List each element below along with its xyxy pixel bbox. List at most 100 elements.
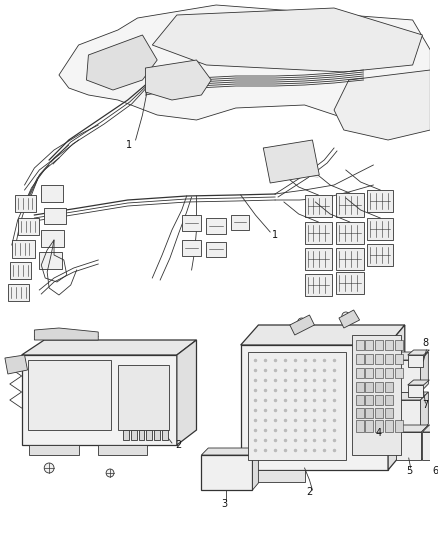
Bar xyxy=(154,430,160,440)
Bar xyxy=(395,340,403,350)
Bar xyxy=(123,430,129,440)
Bar xyxy=(385,354,393,364)
Bar xyxy=(201,455,252,490)
Bar xyxy=(336,193,364,217)
Polygon shape xyxy=(21,340,197,355)
Bar xyxy=(375,340,383,350)
Text: 2: 2 xyxy=(175,440,181,450)
Bar xyxy=(375,382,383,392)
Bar xyxy=(8,284,29,301)
Bar xyxy=(336,248,364,270)
Polygon shape xyxy=(201,448,258,455)
Bar xyxy=(365,340,373,350)
Bar xyxy=(118,365,169,430)
Bar xyxy=(18,218,39,235)
Polygon shape xyxy=(408,350,429,355)
Polygon shape xyxy=(59,5,430,130)
Polygon shape xyxy=(98,445,147,455)
Bar xyxy=(365,382,373,392)
Bar xyxy=(375,395,383,405)
Bar xyxy=(365,395,373,405)
Circle shape xyxy=(298,318,306,326)
Bar xyxy=(44,208,66,224)
Bar xyxy=(375,408,383,418)
Polygon shape xyxy=(290,315,314,335)
Bar xyxy=(336,222,364,244)
Polygon shape xyxy=(334,70,430,140)
Polygon shape xyxy=(35,328,98,340)
Bar xyxy=(162,430,168,440)
Polygon shape xyxy=(152,8,423,72)
Bar xyxy=(393,360,420,392)
Polygon shape xyxy=(388,325,405,470)
Text: 6: 6 xyxy=(432,466,438,476)
Bar xyxy=(395,354,403,364)
Bar xyxy=(367,190,393,212)
Bar xyxy=(206,218,226,234)
Bar xyxy=(15,195,36,212)
Polygon shape xyxy=(393,392,428,400)
Bar xyxy=(356,340,364,350)
Bar xyxy=(375,368,383,378)
Bar xyxy=(365,408,373,418)
Polygon shape xyxy=(420,352,428,392)
Bar xyxy=(367,218,393,240)
Bar xyxy=(41,230,64,247)
Polygon shape xyxy=(21,355,177,445)
Circle shape xyxy=(342,312,350,320)
Bar xyxy=(146,430,152,440)
Bar xyxy=(385,340,393,350)
Bar xyxy=(304,195,332,217)
Bar xyxy=(356,420,364,432)
Bar xyxy=(385,408,393,418)
Bar xyxy=(408,385,424,397)
Bar xyxy=(41,185,63,202)
Polygon shape xyxy=(177,340,197,445)
Bar xyxy=(231,215,249,230)
Bar xyxy=(396,432,421,460)
Bar xyxy=(356,382,364,392)
Polygon shape xyxy=(396,425,428,432)
Polygon shape xyxy=(423,425,438,432)
Bar xyxy=(385,368,393,378)
Bar xyxy=(408,355,424,367)
Bar xyxy=(365,420,373,432)
Bar xyxy=(304,222,332,244)
Bar xyxy=(365,368,373,378)
Text: 1: 1 xyxy=(272,230,278,240)
Bar xyxy=(304,274,332,296)
Bar xyxy=(206,242,226,257)
Bar xyxy=(356,408,364,418)
Bar xyxy=(356,368,364,378)
Polygon shape xyxy=(420,392,428,432)
Text: 3: 3 xyxy=(221,499,227,509)
Polygon shape xyxy=(254,470,304,482)
Bar xyxy=(385,382,393,392)
Polygon shape xyxy=(408,380,429,385)
Polygon shape xyxy=(145,60,211,100)
Bar xyxy=(10,262,32,279)
Bar xyxy=(356,395,364,405)
Bar xyxy=(393,400,420,432)
Text: 2: 2 xyxy=(307,487,313,497)
Polygon shape xyxy=(29,445,78,455)
Bar xyxy=(131,430,137,440)
Bar xyxy=(367,244,393,266)
Bar xyxy=(138,430,145,440)
Bar xyxy=(352,335,401,455)
Bar xyxy=(336,272,364,294)
Bar xyxy=(423,432,438,460)
Bar xyxy=(385,420,393,432)
Polygon shape xyxy=(86,35,157,90)
Bar xyxy=(385,395,393,405)
Text: 7: 7 xyxy=(423,400,429,410)
Bar xyxy=(395,420,403,432)
Bar xyxy=(12,240,35,258)
Polygon shape xyxy=(421,425,428,460)
Text: 1: 1 xyxy=(126,140,132,150)
Bar xyxy=(356,354,364,364)
Bar xyxy=(247,352,346,460)
Polygon shape xyxy=(241,345,388,470)
Bar xyxy=(304,248,332,270)
Polygon shape xyxy=(241,325,405,345)
